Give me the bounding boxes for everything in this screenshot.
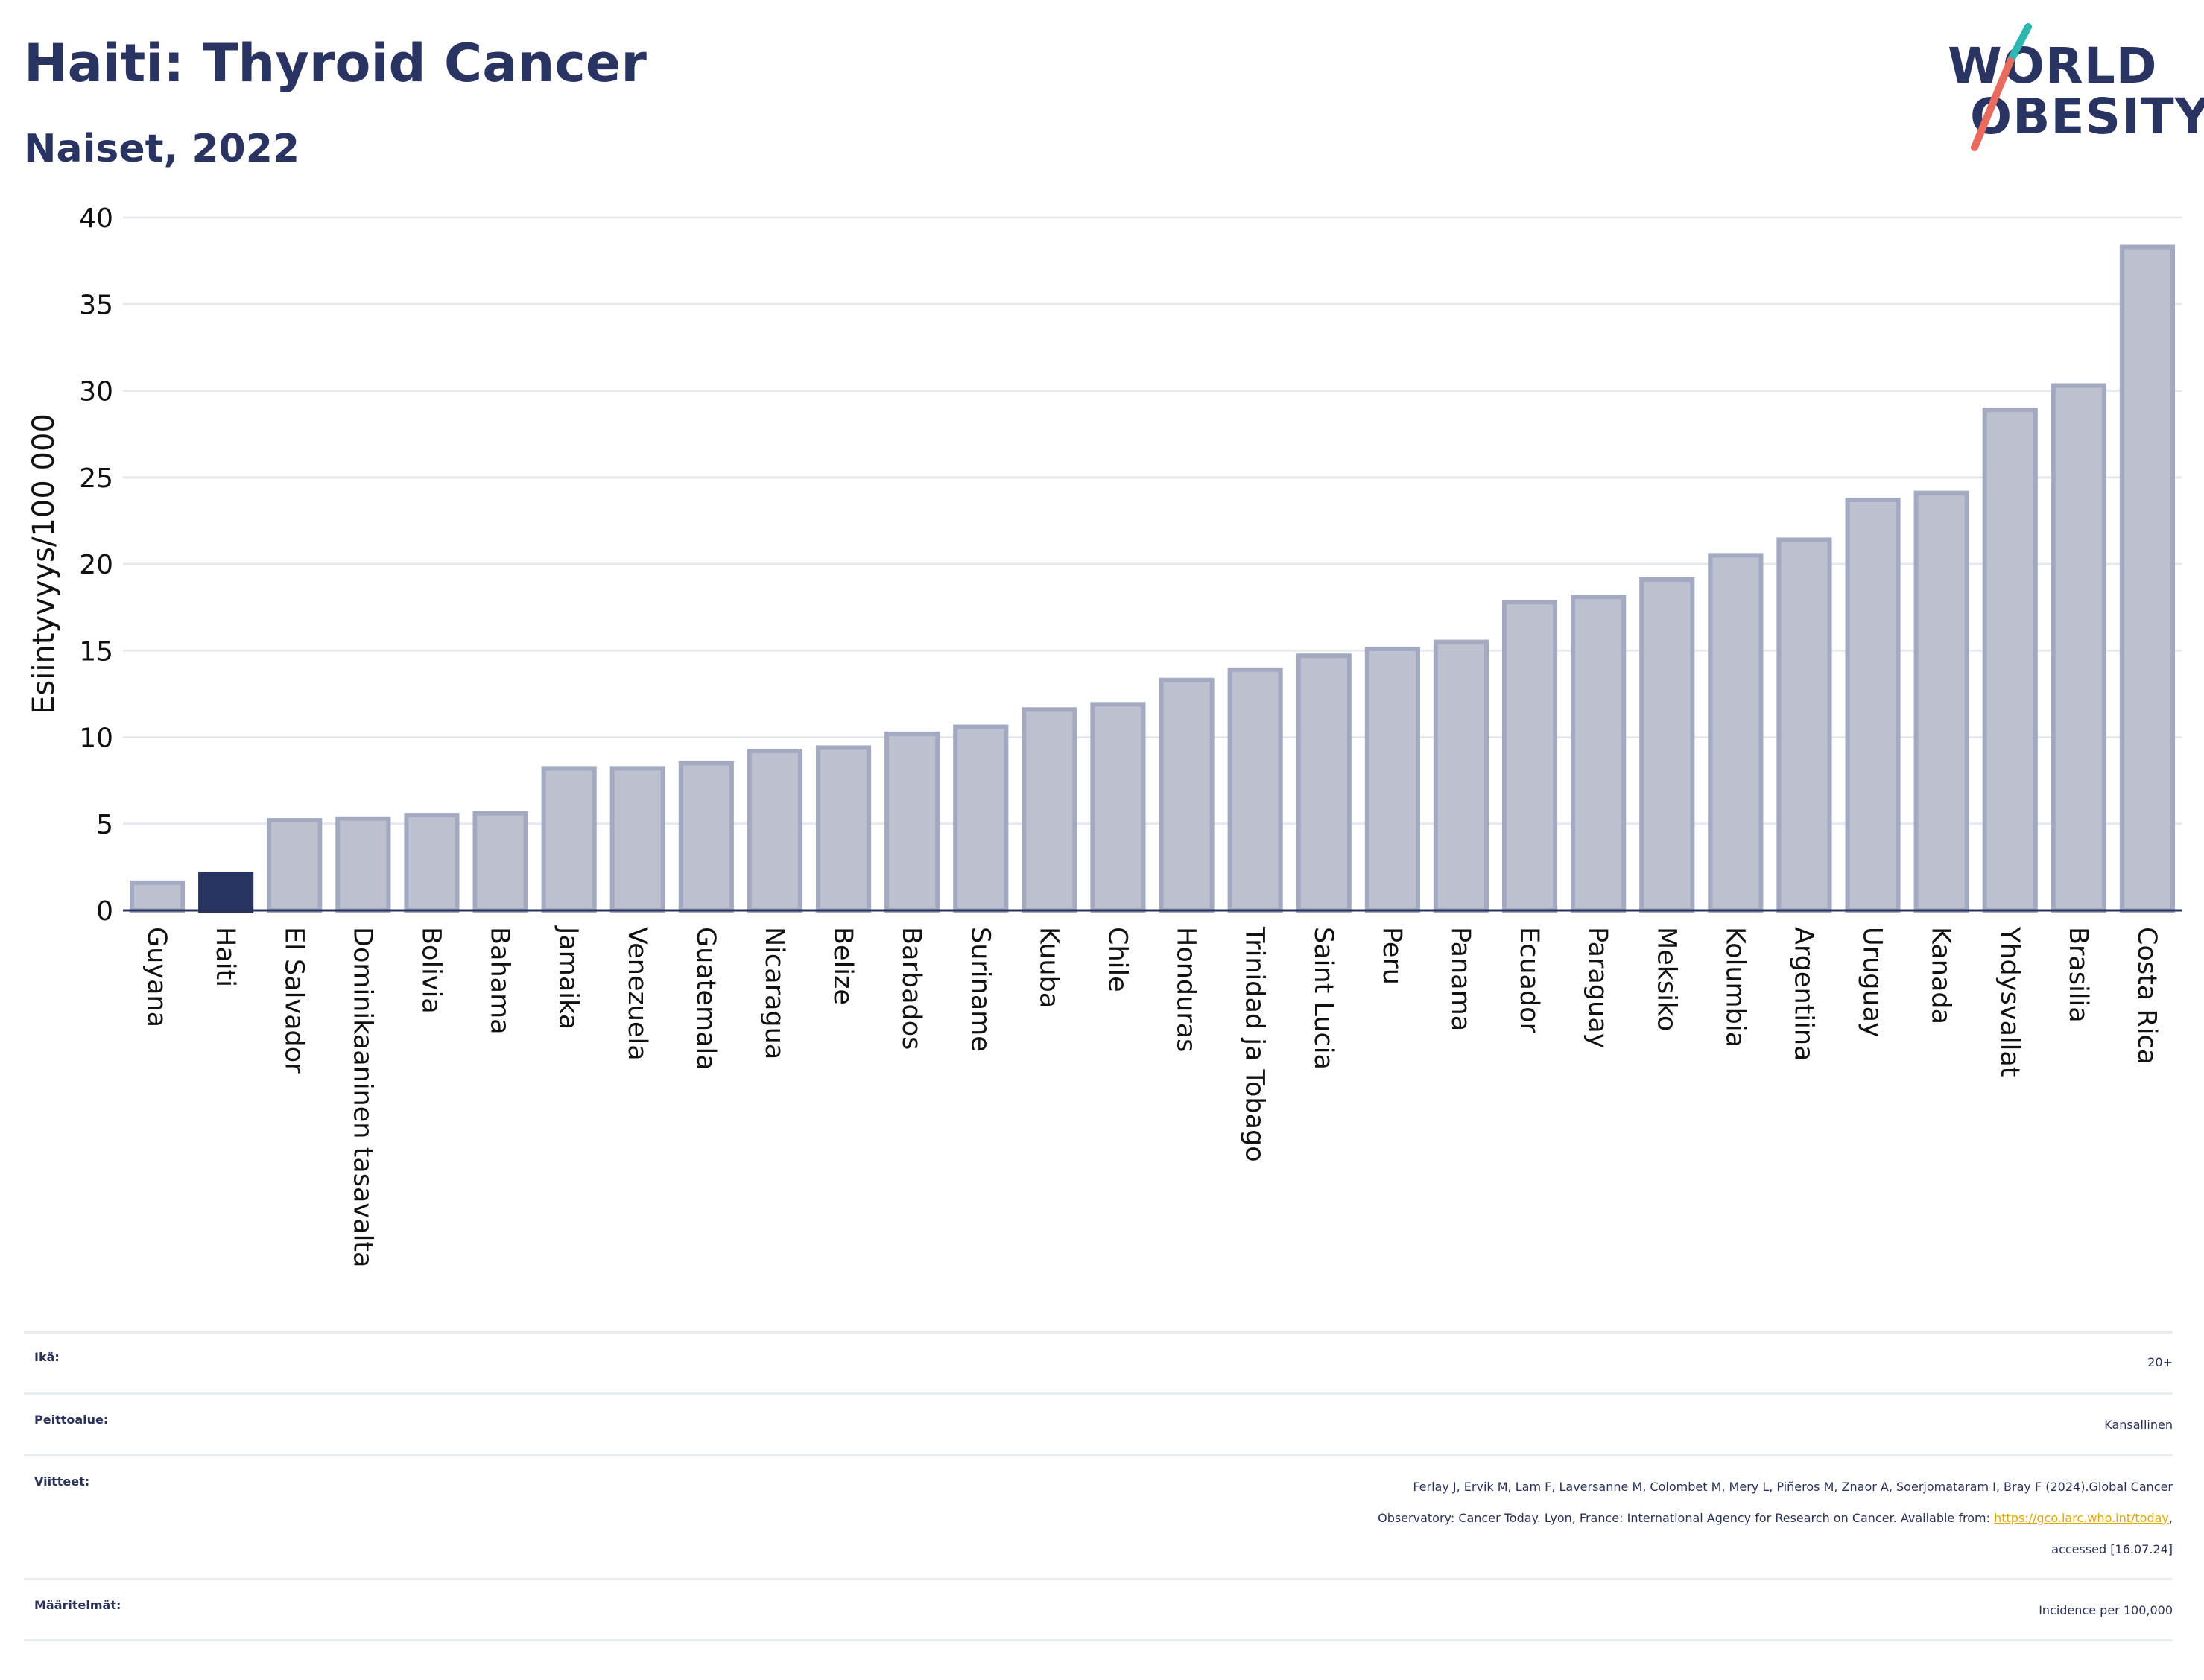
bar bbox=[267, 818, 323, 913]
y-tick-label: 15 bbox=[79, 636, 113, 667]
meta-value-coverage: Kansallinen bbox=[2104, 1418, 2173, 1432]
reference-comma: , bbox=[2168, 1511, 2173, 1525]
bar bbox=[2051, 383, 2106, 913]
meta-label-coverage: Peittoalue: bbox=[34, 1413, 109, 1427]
chart-title: Haiti: Thyroid Cancer bbox=[24, 33, 647, 94]
x-tick-label: Panama bbox=[1445, 927, 1475, 1031]
reference-line-3: accessed [16.07.24] bbox=[2051, 1542, 2173, 1556]
x-tick-label: Haiti bbox=[210, 927, 240, 987]
reference-link[interactable]: https://gco.iarc.who.int/today bbox=[1994, 1511, 2169, 1525]
bar bbox=[1571, 595, 1627, 913]
x-tick-label: Ecuador bbox=[1514, 927, 1544, 1034]
bar bbox=[129, 880, 186, 913]
bar bbox=[1090, 702, 1146, 913]
bar bbox=[1982, 408, 2038, 913]
logo-slash-icon bbox=[1971, 23, 2032, 151]
reference-line-2: Observatory: Cancer Today. Lyon, France:… bbox=[1378, 1503, 2173, 1534]
meta-row-age: Ikä: 20+ bbox=[24, 1331, 2173, 1369]
y-tick-label: 20 bbox=[79, 550, 113, 580]
bar bbox=[747, 749, 803, 913]
x-tick-label: Meksiko bbox=[1651, 927, 1681, 1031]
x-tick-label: Trinidad ja Tobago bbox=[1240, 926, 1270, 1162]
x-tick-label: Bahama bbox=[485, 927, 515, 1035]
x-tick-label: Bolivia bbox=[416, 927, 446, 1014]
meta-value-references: Ferlay J, Ervik M, Lam F, Laversanne M, … bbox=[1378, 1471, 2173, 1565]
x-tick-label: Jamaika bbox=[554, 925, 583, 1030]
meta-value-definitions: Incidence per 100,000 bbox=[2039, 1603, 2173, 1617]
bar bbox=[1227, 667, 1283, 913]
bar bbox=[884, 731, 940, 913]
y-tick-label: 5 bbox=[96, 810, 113, 840]
reference-text: Observatory: Cancer Today. Lyon, France:… bbox=[1378, 1511, 1995, 1525]
meta-label-definitions: Määritelmät: bbox=[34, 1598, 121, 1612]
bar bbox=[1022, 707, 1077, 913]
bar bbox=[1639, 577, 1695, 913]
meta-row-references: Viitteet: Ferlay J, Ervik M, Lam F, Lave… bbox=[24, 1454, 2173, 1556]
y-axis-label: Esiintyvyys/100 000 bbox=[27, 413, 61, 714]
x-tick-label: Peru bbox=[1377, 927, 1407, 985]
x-tick-label: Belize bbox=[828, 927, 858, 1005]
y-tick-label: 35 bbox=[79, 290, 113, 320]
x-tick-label: Paraguay bbox=[1583, 927, 1612, 1048]
x-tick-label: Honduras bbox=[1171, 927, 1201, 1052]
x-tick-label: Barbados bbox=[896, 927, 926, 1050]
x-tick-label: Kuuba bbox=[1033, 927, 1063, 1008]
chart-subtitle: Naiset, 2022 bbox=[24, 127, 300, 171]
x-tick-label: Suriname bbox=[965, 927, 995, 1052]
x-tick-label: Venezuela bbox=[622, 927, 652, 1061]
x-tick-label: Guatemala bbox=[691, 927, 721, 1071]
bar bbox=[1776, 537, 1832, 913]
x-tick-label: Brasilia bbox=[2063, 927, 2093, 1023]
meta-bottom-rule bbox=[24, 1639, 2173, 1641]
y-tick-label: 30 bbox=[79, 377, 113, 408]
world-obesity-logo: WORLD OBESITY bbox=[1945, 22, 2204, 156]
bar bbox=[1708, 553, 1764, 913]
meta-row-definitions: Määritelmät: Incidence per 100,000 bbox=[24, 1578, 2173, 1617]
bar-chart: 0 5 10 15 20 25 30 35 40 Esiintyvyys/100 000 Guyan… bbox=[27, 203, 2182, 1267]
meta-label-references: Viitteet: bbox=[34, 1474, 90, 1489]
bar bbox=[335, 816, 391, 913]
x-tick-label: Uruguay bbox=[1858, 927, 1887, 1038]
x-tick-label: Guyana bbox=[142, 927, 171, 1027]
bar bbox=[1159, 677, 1215, 913]
bar bbox=[953, 724, 1009, 913]
x-tick-label: Nicaragua bbox=[759, 927, 789, 1059]
bar bbox=[1913, 490, 1969, 913]
meta-label-age: Ikä: bbox=[34, 1350, 60, 1364]
bar bbox=[1364, 646, 1420, 913]
meta-row-coverage: Peittoalue: Kansallinen bbox=[24, 1392, 2173, 1432]
bar bbox=[541, 766, 597, 913]
x-tick-label: Saint Lucia bbox=[1308, 927, 1338, 1070]
bar bbox=[404, 813, 460, 913]
meta-value-age: 20+ bbox=[2147, 1355, 2173, 1369]
bar bbox=[1296, 653, 1352, 913]
x-tick-label: Chile bbox=[1102, 927, 1132, 992]
x-tick-label: Kolumbia bbox=[1720, 927, 1749, 1047]
bar bbox=[609, 766, 665, 913]
y-tick-label: 10 bbox=[79, 723, 113, 754]
x-tick-label: Argentiina bbox=[1788, 927, 1818, 1061]
reference-line-1: Ferlay J, Ervik M, Lam F, Laversanne M, … bbox=[1413, 1480, 2173, 1494]
x-tick-label: Yhdysvallat bbox=[1995, 926, 2024, 1077]
bar bbox=[815, 745, 872, 913]
y-tick-label: 0 bbox=[96, 896, 113, 927]
bar bbox=[198, 872, 254, 913]
y-tick-label: 25 bbox=[79, 463, 113, 494]
bar bbox=[1501, 600, 1558, 913]
bar bbox=[1845, 497, 1901, 913]
y-tick-label: 40 bbox=[79, 203, 113, 234]
x-tick-label: Dominikaaninen tasavalta bbox=[347, 927, 377, 1267]
logo-line-1: WORLD bbox=[1948, 37, 2158, 95]
bar bbox=[2119, 244, 2176, 913]
bar bbox=[472, 811, 528, 913]
logo-line-2: OBESITY bbox=[1970, 88, 2204, 145]
x-tick-label: El Salvador bbox=[279, 927, 308, 1074]
bar bbox=[678, 761, 734, 913]
bar bbox=[1433, 639, 1489, 913]
x-tick-label: Costa Rica bbox=[2132, 927, 2162, 1065]
x-tick-label: Kanada bbox=[1926, 927, 1956, 1024]
